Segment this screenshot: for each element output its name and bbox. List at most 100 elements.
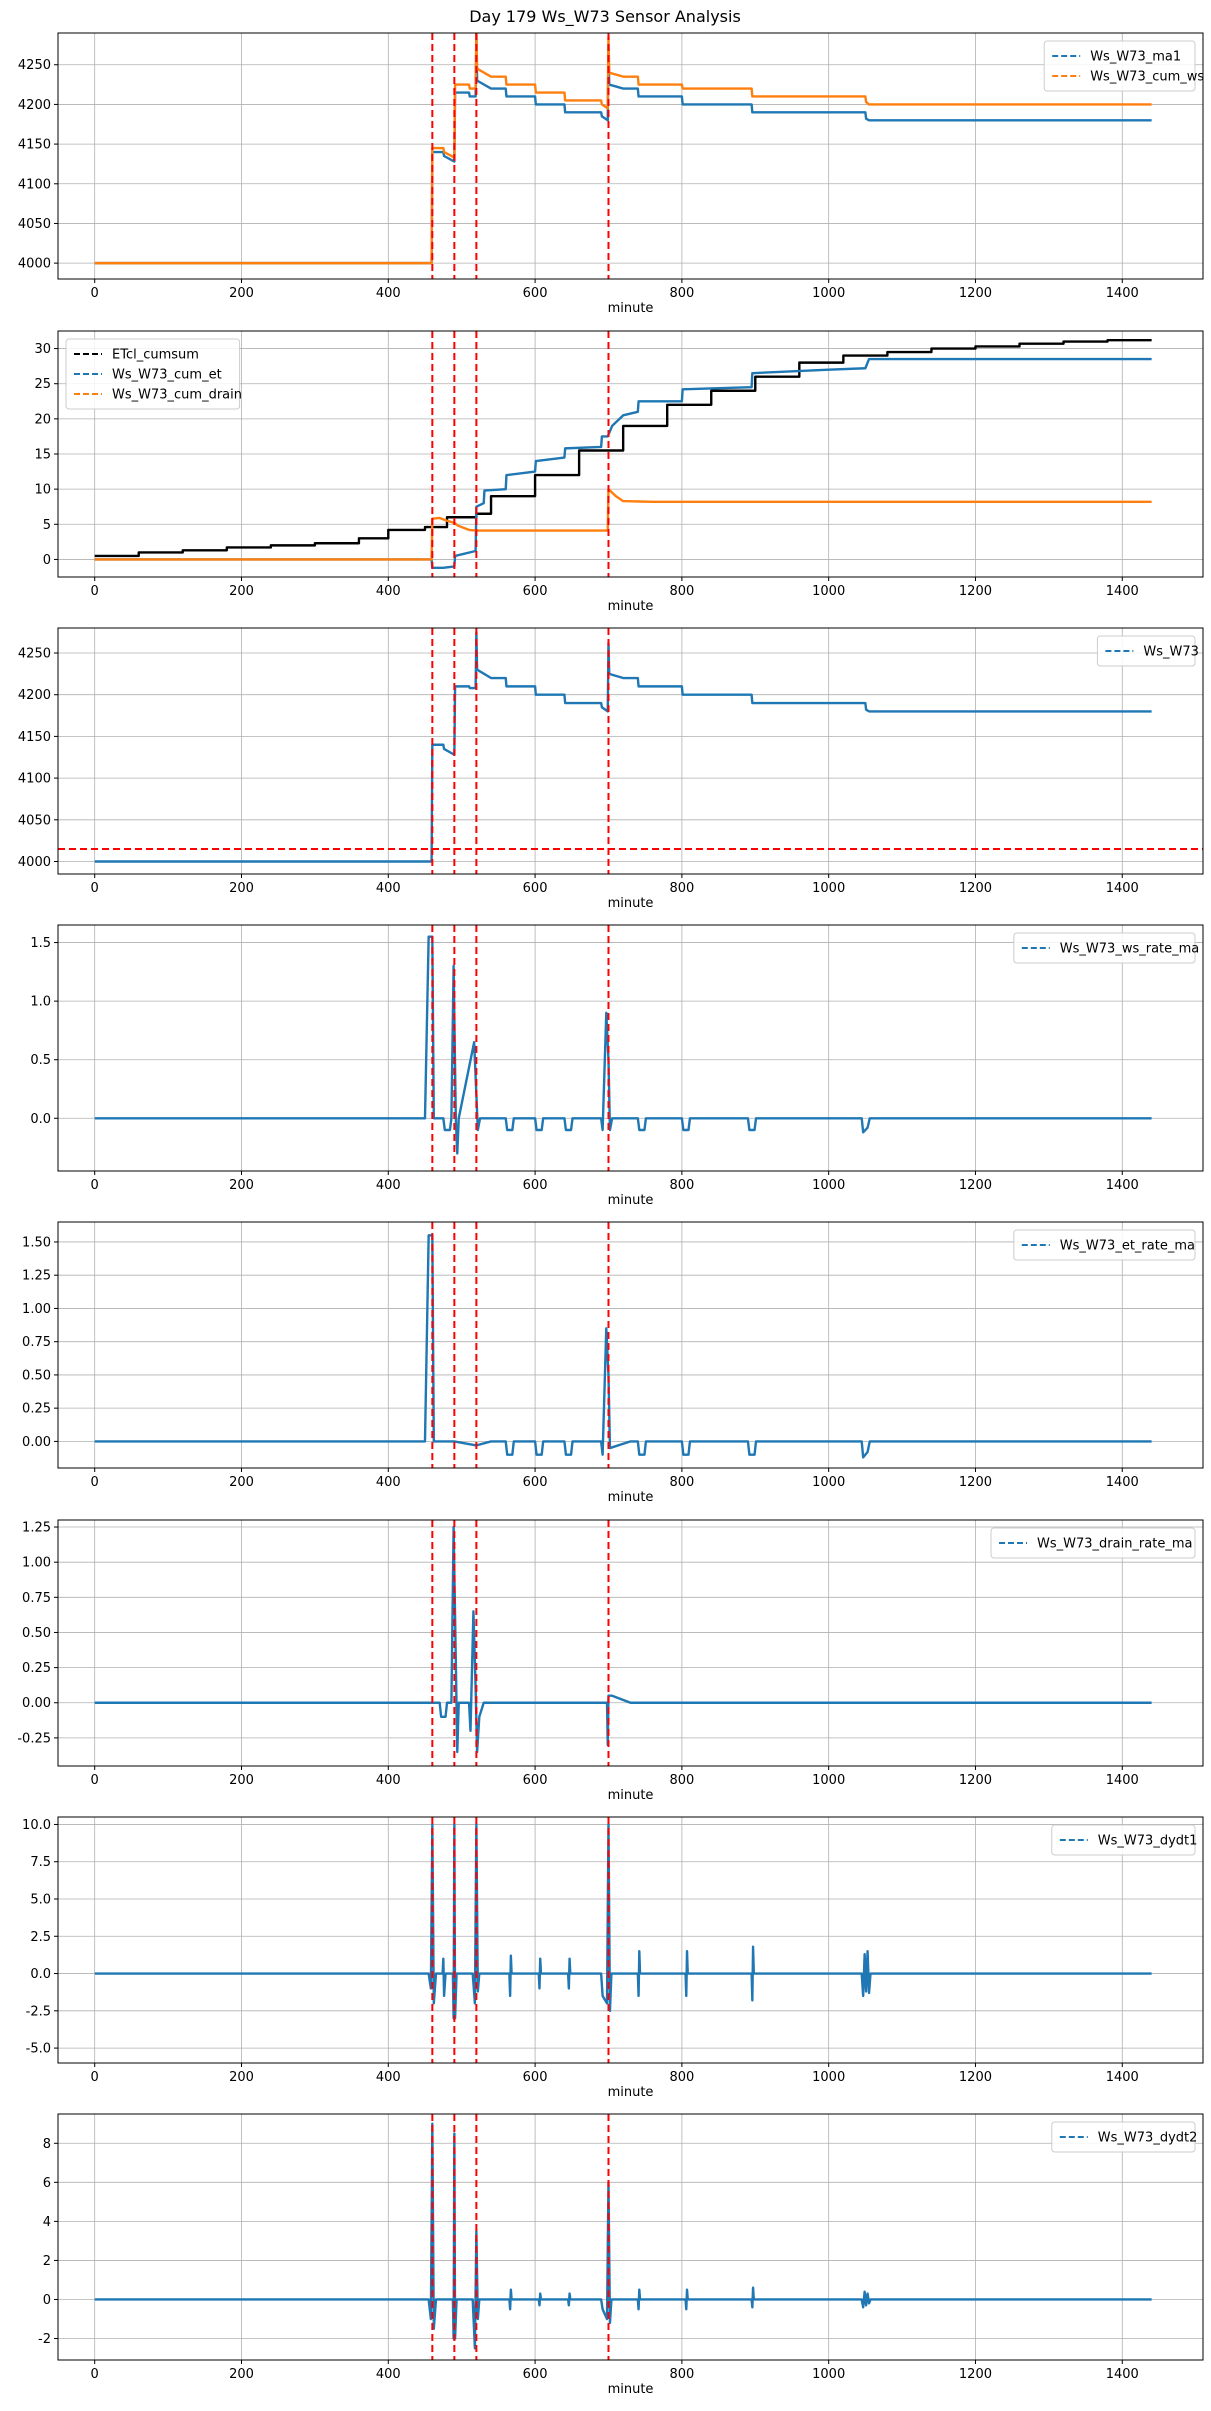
y-tick-label: 4000 — [18, 257, 51, 272]
plot-area — [94, 2114, 1152, 2360]
series-line-ws-w73-dydt1 — [94, 1823, 1152, 2020]
y-tick-label: 0.25 — [22, 1661, 51, 1676]
plot-area — [94, 331, 1152, 577]
legend: Ws_W73_dydt2 — [1051, 2121, 1197, 2153]
axes-frame — [57, 1816, 1204, 2064]
x-tick-label: 200 — [229, 286, 254, 301]
y-tick-label: 0 — [43, 2293, 51, 2308]
y-tick-label: 15 — [34, 448, 51, 463]
x-axis-label: minute — [608, 301, 654, 316]
y-tick-label: -5.0 — [26, 2042, 51, 2057]
x-tick-label: 1200 — [959, 584, 992, 599]
y-tick-label: 0 — [43, 553, 51, 568]
x-tick-label: 800 — [669, 1178, 694, 1193]
legend-label: Ws_W73_cum_et — [112, 368, 222, 383]
x-tick-label: 400 — [376, 584, 401, 599]
x-tick-label: 200 — [229, 2070, 254, 2085]
legend-box — [990, 1527, 1196, 1559]
y-tick-label: 4200 — [18, 688, 51, 703]
y-tick-label: 2.5 — [30, 1930, 51, 1945]
x-tick-label: 800 — [669, 584, 694, 599]
y-tick-label: 4150 — [18, 730, 51, 745]
series-line-ws-w73-dydt2 — [94, 2122, 1152, 2350]
y-tick-label: 0.0 — [30, 1967, 51, 1982]
chart-panel-7: 0 200 400 600 800 1000 1200 1400 -5.0 -2.5 0.0 2.5 5… — [22, 1816, 1204, 2100]
series-line-ws-w73-drain-rate-ma — [94, 1525, 1152, 1754]
x-tick-label: 1000 — [812, 1178, 845, 1193]
y-tick-label: 0.5 — [30, 1053, 51, 1068]
y-tick-label: 20 — [34, 412, 51, 427]
y-tick-label: 0.50 — [22, 1368, 51, 1383]
figure-title: Day 179 Ws_W73 Sensor Analysis — [469, 7, 741, 27]
x-tick-label: 800 — [669, 1475, 694, 1490]
x-tick-label: 400 — [376, 286, 401, 301]
x-tick-label: 600 — [523, 1178, 548, 1193]
x-tick-label: 0 — [91, 286, 99, 301]
legend: Ws_W73_ws_rate_ma — [1013, 932, 1199, 964]
x-axis-label: minute — [608, 896, 654, 911]
y-tick-label: 0.75 — [22, 1335, 51, 1350]
y-tick-label: 0.75 — [22, 1591, 51, 1606]
x-tick-label: 1400 — [1106, 1773, 1139, 1788]
x-tick-label: 600 — [523, 2070, 548, 2085]
y-tick-label: 0.50 — [22, 1626, 51, 1641]
y-tick-label: 1.25 — [22, 1269, 51, 1284]
x-tick-label: 400 — [376, 1178, 401, 1193]
x-tick-label: 1000 — [812, 1773, 845, 1788]
legend-box — [1013, 932, 1196, 964]
x-tick-label: 1400 — [1106, 1475, 1139, 1490]
legend-label: Ws_W73_dydt1 — [1098, 1834, 1198, 1849]
plot-area — [94, 1817, 1152, 2063]
x-tick-label: 1000 — [812, 2070, 845, 2085]
x-tick-label: 1200 — [959, 881, 992, 896]
x-tick-label: 600 — [523, 1773, 548, 1788]
y-tick-label: 0.25 — [22, 1402, 51, 1417]
plot-area — [94, 1222, 1152, 1468]
x-tick-label: 0 — [91, 1475, 99, 1490]
x-axis-label: minute — [608, 599, 654, 614]
y-tick-label: 4100 — [18, 772, 51, 787]
axes-frame — [57, 1519, 1204, 1767]
legend: Ws_W73_dydt1 — [1051, 1824, 1198, 1856]
x-tick-label: 1200 — [959, 2367, 992, 2382]
x-tick-label: 400 — [376, 2367, 401, 2382]
x-tick-label: 200 — [229, 1773, 254, 1788]
chart-panel-3: 0 200 400 600 800 1000 1200 1400 4000 4050 4100 415… — [18, 627, 1204, 911]
legend-box — [1051, 2121, 1196, 2153]
legend-label: Ws_W73_et_rate_ma — [1060, 1239, 1195, 1254]
y-tick-label: 0.00 — [22, 1696, 51, 1711]
y-tick-label: 4100 — [18, 177, 51, 192]
legend-label: Ws_W73_cum_ws — [1090, 70, 1204, 85]
x-tick-label: 600 — [523, 1475, 548, 1490]
x-tick-label: 1200 — [959, 1475, 992, 1490]
legend-label: Ws_W73_ws_rate_ma — [1060, 942, 1199, 957]
y-tick-label: 10 — [34, 483, 51, 498]
series-line-ws-w73-cum-et — [94, 357, 1152, 570]
x-tick-label: 800 — [669, 286, 694, 301]
x-tick-label: 1000 — [812, 1475, 845, 1490]
axes-frame — [57, 32, 1204, 280]
x-tick-label: 1400 — [1106, 584, 1139, 599]
legend-label: Ws_W73 — [1143, 645, 1199, 660]
legend-box — [1043, 40, 1196, 92]
plot-area — [94, 33, 1152, 279]
x-tick-label: 600 — [523, 2367, 548, 2382]
x-axis-label: minute — [608, 1788, 654, 1803]
chart-panel-6: 0 200 400 600 800 1000 1200 1400 -0.25 0.00 0.25 0.… — [17, 1519, 1204, 1803]
y-tick-label: 4200 — [18, 98, 51, 113]
series-line-ws-w73 — [94, 630, 1152, 863]
x-tick-label: 1200 — [959, 286, 992, 301]
y-tick-label: 1.5 — [30, 936, 51, 951]
y-tick-label: -2.5 — [26, 2004, 51, 2019]
y-tick-label: 1.50 — [22, 1235, 51, 1250]
x-tick-label: 0 — [91, 1773, 99, 1788]
x-tick-label: 0 — [91, 881, 99, 896]
series-line-ws-w73-ma1 — [94, 33, 1152, 265]
x-tick-label: 1400 — [1106, 2070, 1139, 2085]
y-tick-label: 4150 — [18, 138, 51, 153]
y-tick-label: -2 — [38, 2332, 51, 2347]
y-tick-label: 6 — [43, 2176, 51, 2191]
y-tick-label: 4050 — [18, 813, 51, 828]
legend: Ws_W73 — [1096, 635, 1199, 667]
x-tick-label: 0 — [91, 2070, 99, 2085]
